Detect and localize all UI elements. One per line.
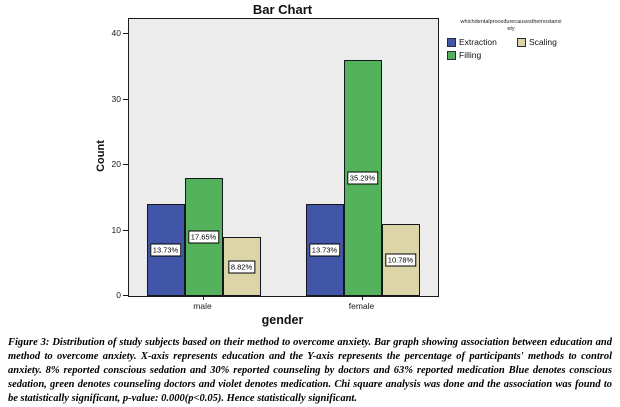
legend-entry-label: Filling — [459, 50, 482, 60]
figure-caption: Figure 3: Distribution of study subjects… — [8, 336, 612, 406]
bar-value-label: 10.78% — [384, 253, 417, 267]
x-tick-label: male — [193, 301, 212, 311]
y-tick-mark — [123, 295, 128, 296]
figure-caption-text: Distribution of study subjects based on … — [8, 337, 612, 404]
legend-title-line1: whichdentalprocedurecausesthemostanxi — [460, 19, 562, 25]
plot-area: 13.73% 17.65% 8.82% 13.73% 35.29% 10.78% — [128, 18, 439, 297]
bar-value-label: 17.65% — [187, 230, 220, 244]
y-tick-mark — [123, 229, 128, 231]
x-tick-mark — [202, 296, 204, 300]
y-tick-label: 10 — [111, 224, 121, 235]
x-axis-title: gender — [261, 313, 304, 327]
y-tick-label: 30 — [111, 93, 121, 104]
legend-entry-scaling: Scaling — [517, 37, 587, 47]
legend: whichdentalprocedurecausesthemostanxi et… — [441, 19, 591, 60]
bar-value-label: 13.73% — [308, 243, 341, 257]
legend-entries: Extraction Scaling Filling — [447, 37, 591, 60]
y-axis-title: Count — [95, 140, 107, 172]
legend-entry-extraction: Extraction — [447, 37, 517, 47]
bar-value-label: 35.29% — [346, 171, 379, 185]
bar-value-label: 8.82% — [227, 260, 256, 274]
y-tick-label: 40 — [111, 28, 121, 38]
chart-title: Bar Chart — [252, 2, 313, 17]
y-tick-mark — [123, 33, 128, 34]
legend-swatch — [447, 50, 456, 60]
bar-value-label: 13.73% — [149, 243, 182, 257]
y-tick-label: 20 — [111, 159, 121, 169]
y-tick-mark — [123, 164, 128, 165]
legend-entry-filling: Filling — [447, 50, 517, 60]
legend-title: whichdentalprocedurecausesthemostanxi et… — [441, 19, 581, 32]
legend-entry-label: Extraction — [459, 37, 497, 47]
legend-entry-label: Scaling — [529, 37, 557, 47]
figure-caption-label: Figure 3: — [8, 337, 50, 348]
legend-swatch — [447, 37, 456, 47]
y-tick-label: 0 — [116, 290, 121, 300]
legend-swatch — [517, 37, 526, 47]
y-tick-mark — [123, 98, 128, 100]
x-tick-label: female — [348, 301, 375, 311]
x-tick-mark — [361, 296, 363, 300]
legend-title-line2: ety — [507, 25, 515, 32]
